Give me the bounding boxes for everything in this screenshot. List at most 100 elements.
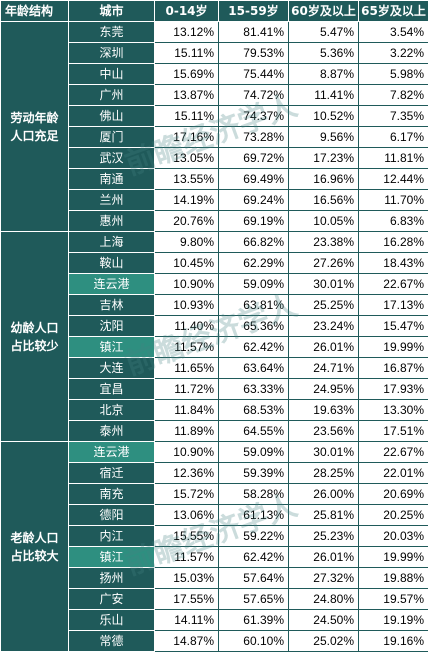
pct-15-59-cell: 74.37%: [219, 106, 289, 127]
pct-0-14-cell: 10.93%: [155, 295, 219, 316]
city-cell: 广安: [69, 589, 155, 610]
city-cell: 中山: [69, 64, 155, 85]
pct-60-plus-cell: 11.41%: [289, 85, 359, 106]
pct-65-plus-cell: 18.43%: [359, 253, 428, 274]
city-cell: 南通: [69, 169, 155, 190]
pct-15-59-cell: 61.13%: [219, 505, 289, 526]
pct-60-plus-cell: 26.01%: [289, 547, 359, 568]
pct-15-59-cell: 63.64%: [219, 358, 289, 379]
pct-0-14-cell: 15.69%: [155, 64, 219, 85]
pct-0-14-cell: 11.84%: [155, 400, 219, 421]
pct-0-14-cell: 13.87%: [155, 85, 219, 106]
pct-0-14-cell: 17.55%: [155, 589, 219, 610]
pct-65-plus-cell: 11.70%: [359, 190, 428, 211]
pct-0-14-cell: 15.55%: [155, 526, 219, 547]
city-cell: 佛山: [69, 106, 155, 127]
pct-60-plus-cell: 23.38%: [289, 232, 359, 253]
pct-65-plus-cell: 20.69%: [359, 484, 428, 505]
pct-60-plus-cell: 27.32%: [289, 568, 359, 589]
pct-65-plus-cell: 15.47%: [359, 316, 428, 337]
age-group-label: 幼龄人口占比较少: [1, 232, 69, 442]
pct-65-plus-cell: 16.87%: [359, 358, 428, 379]
table-container: 年龄结构 城市 0-14岁 15-59岁 60岁及以上 65岁及以上 劳动年龄人…: [0, 0, 428, 622]
pct-65-plus-cell: 7.35%: [359, 106, 428, 127]
pct-60-plus-cell: 30.01%: [289, 274, 359, 295]
city-cell: 鞍山: [69, 253, 155, 274]
city-cell: 东莞: [69, 22, 155, 43]
city-cell: 宜昌: [69, 379, 155, 400]
pct-60-plus-cell: 25.02%: [289, 631, 359, 652]
pct-0-14-cell: 9.80%: [155, 232, 219, 253]
pct-15-59-cell: 62.29%: [219, 253, 289, 274]
pct-15-59-cell: 61.39%: [219, 610, 289, 631]
city-cell: 武汉: [69, 148, 155, 169]
pct-0-14-cell: 11.57%: [155, 337, 219, 358]
pct-0-14-cell: 11.89%: [155, 421, 219, 442]
pct-60-plus-cell: 10.52%: [289, 106, 359, 127]
pct-15-59-cell: 69.24%: [219, 190, 289, 211]
pct-15-59-cell: 63.33%: [219, 379, 289, 400]
pct-60-plus-cell: 25.25%: [289, 295, 359, 316]
pct-15-59-cell: 62.42%: [219, 337, 289, 358]
pct-0-14-cell: 10.45%: [155, 253, 219, 274]
pct-60-plus-cell: 28.25%: [289, 463, 359, 484]
pct-15-59-cell: 69.49%: [219, 169, 289, 190]
pct-0-14-cell: 15.11%: [155, 43, 219, 64]
header-15-59: 15-59岁: [219, 1, 289, 22]
pct-65-plus-cell: 19.99%: [359, 547, 428, 568]
city-cell: 德阳: [69, 505, 155, 526]
pct-15-59-cell: 59.39%: [219, 463, 289, 484]
header-row: 年龄结构 城市 0-14岁 15-59岁 60岁及以上 65岁及以上: [1, 1, 428, 22]
pct-15-59-cell: 73.28%: [219, 127, 289, 148]
city-cell: 镇江: [69, 547, 155, 568]
city-cell: 连云港: [69, 274, 155, 295]
pct-0-14-cell: 15.11%: [155, 106, 219, 127]
pct-15-59-cell: 68.53%: [219, 400, 289, 421]
pct-15-59-cell: 65.36%: [219, 316, 289, 337]
header-65-plus: 65岁及以上: [359, 1, 428, 22]
pct-0-14-cell: 13.06%: [155, 505, 219, 526]
city-cell: 内江: [69, 526, 155, 547]
pct-60-plus-cell: 8.87%: [289, 64, 359, 85]
city-cell: 扬州: [69, 568, 155, 589]
pct-0-14-cell: 10.90%: [155, 442, 219, 463]
pct-0-14-cell: 14.19%: [155, 190, 219, 211]
pct-15-59-cell: 69.19%: [219, 211, 289, 232]
pct-65-plus-cell: 19.19%: [359, 610, 428, 631]
pct-0-14-cell: 15.72%: [155, 484, 219, 505]
pct-15-59-cell: 69.72%: [219, 148, 289, 169]
city-cell: 南充: [69, 484, 155, 505]
city-cell: 镇江: [69, 337, 155, 358]
pct-60-plus-cell: 23.56%: [289, 421, 359, 442]
pct-65-plus-cell: 22.67%: [359, 274, 428, 295]
pct-60-plus-cell: 23.24%: [289, 316, 359, 337]
pct-65-plus-cell: 17.13%: [359, 295, 428, 316]
pct-0-14-cell: 11.65%: [155, 358, 219, 379]
pct-65-plus-cell: 16.28%: [359, 232, 428, 253]
pct-65-plus-cell: 17.51%: [359, 421, 428, 442]
pct-0-14-cell: 13.55%: [155, 169, 219, 190]
pct-65-plus-cell: 3.22%: [359, 43, 428, 64]
pct-0-14-cell: 17.16%: [155, 127, 219, 148]
age-group-label: 劳动年龄人口充足: [1, 22, 69, 232]
pct-60-plus-cell: 24.95%: [289, 379, 359, 400]
pct-60-plus-cell: 24.80%: [289, 589, 359, 610]
pct-60-plus-cell: 27.26%: [289, 253, 359, 274]
pct-15-59-cell: 64.55%: [219, 421, 289, 442]
pct-65-plus-cell: 22.67%: [359, 442, 428, 463]
pct-60-plus-cell: 5.36%: [289, 43, 359, 64]
pct-65-plus-cell: 6.83%: [359, 211, 428, 232]
pct-65-plus-cell: 19.16%: [359, 631, 428, 652]
pct-65-plus-cell: 19.88%: [359, 568, 428, 589]
pct-15-59-cell: 62.42%: [219, 547, 289, 568]
pct-60-plus-cell: 26.00%: [289, 484, 359, 505]
header-0-14: 0-14岁: [155, 1, 219, 22]
city-cell: 连云港: [69, 442, 155, 463]
pct-0-14-cell: 14.87%: [155, 631, 219, 652]
pct-0-14-cell: 20.76%: [155, 211, 219, 232]
pct-65-plus-cell: 6.17%: [359, 127, 428, 148]
city-cell: 厦门: [69, 127, 155, 148]
pct-15-59-cell: 66.82%: [219, 232, 289, 253]
